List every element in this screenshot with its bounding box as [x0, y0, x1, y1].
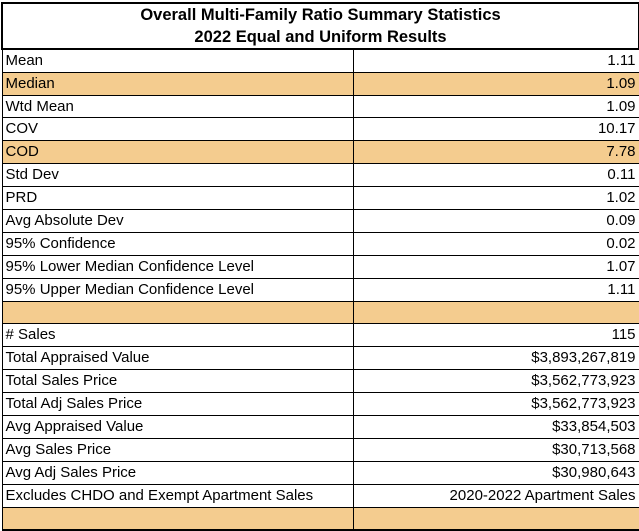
title-row: Overall Multi-Family Ratio Summary Stati…: [0, 2, 639, 26]
table-row: Total Adj Sales Price $3,562,773,923: [1, 392, 639, 417]
row-value: 115: [352, 323, 639, 348]
table-row: 95% Lower Median Confidence Level 1.07: [1, 254, 639, 279]
row-label: Total Appraised Value: [1, 346, 354, 371]
row-value: 1.09: [352, 71, 639, 96]
table-row: Avg Absolute Dev 0.09: [1, 209, 639, 233]
row-label: Total Adj Sales Price: [1, 392, 354, 417]
row-label: Excludes CHDO and Exempt Apartment Sales: [1, 483, 354, 508]
table-row: PRD 1.02: [1, 186, 639, 211]
row-label: 95% Lower Median Confidence Level: [1, 254, 354, 279]
row-label: Median: [1, 71, 354, 96]
row-label: Avg Adj Sales Price: [1, 460, 354, 485]
table-title: Overall Multi-Family Ratio Summary Stati…: [0, 2, 639, 26]
row-label: Std Dev: [1, 163, 354, 188]
row-label: 95% Upper Median Confidence Level: [1, 277, 354, 302]
table-row: Wtd Mean 1.09: [1, 94, 639, 119]
table-row: Mean 1.11: [1, 48, 639, 73]
row-value: 1.11: [352, 48, 639, 73]
subtitle-row: 2022 Equal and Uniform Results: [0, 25, 639, 50]
row-value: $30,713,568: [352, 437, 639, 462]
table-row: Excludes CHDO and Exempt Apartment Sales…: [1, 483, 639, 508]
table-row: COV 10.17: [1, 117, 639, 142]
row-label: Wtd Mean: [1, 94, 354, 119]
table-subtitle: 2022 Equal and Uniform Results: [0, 25, 639, 50]
table-row: Total Sales Price $3,562,773,923: [1, 369, 639, 394]
table-row: Std Dev 0.11: [1, 163, 639, 188]
row-value: $30,980,643: [352, 460, 639, 485]
row-label: Total Sales Price: [1, 369, 354, 394]
row-value: 0.02: [352, 231, 639, 256]
table-row: [1, 300, 639, 325]
row-value: 1.09: [352, 94, 639, 119]
table-row: Avg Sales Price $30,713,568: [1, 437, 639, 462]
row-label: Avg Appraised Value: [1, 415, 354, 439]
row-label: Avg Sales Price: [1, 437, 354, 462]
table-row: Avg Adj Sales Price $30,980,643: [1, 460, 639, 485]
row-label: COV: [1, 117, 354, 142]
row-label: # Sales: [1, 323, 354, 348]
row-label: PRD: [1, 186, 354, 211]
row-label: Mean: [1, 48, 354, 73]
table-row: Total Appraised Value $3,893,267,819: [1, 346, 639, 371]
row-label: Avg Absolute Dev: [1, 209, 354, 233]
row-value: 0.09: [352, 209, 639, 233]
row-value: 2020-2022 Apartment Sales: [352, 483, 639, 508]
row-value: [352, 300, 639, 325]
row-label: COD: [1, 140, 354, 165]
row-value: 7.78: [352, 140, 639, 165]
row-value: 10.17: [352, 117, 639, 142]
table-row: 95% Upper Median Confidence Level 1.11: [1, 277, 639, 302]
row-value: 1.02: [352, 186, 639, 211]
row-label: [1, 300, 354, 325]
table-row: 95% Confidence 0.02: [1, 231, 639, 256]
row-value: 0.11: [352, 163, 639, 188]
row-value: 1.11: [352, 277, 639, 302]
row-value: $3,562,773,923: [352, 392, 639, 417]
row-label: 95% Confidence: [1, 231, 354, 256]
table-row: Median 1.09: [1, 71, 639, 96]
row-value: $3,893,267,819: [352, 346, 639, 371]
row-value: $33,854,503: [352, 415, 639, 439]
row-value: 1.07: [352, 254, 639, 279]
row-value: $3,562,773,923: [352, 369, 639, 394]
table-row: # Sales 115: [1, 323, 639, 348]
table-row: COD 7.78: [1, 140, 639, 165]
table-row: Avg Appraised Value $33,854,503: [1, 415, 639, 439]
